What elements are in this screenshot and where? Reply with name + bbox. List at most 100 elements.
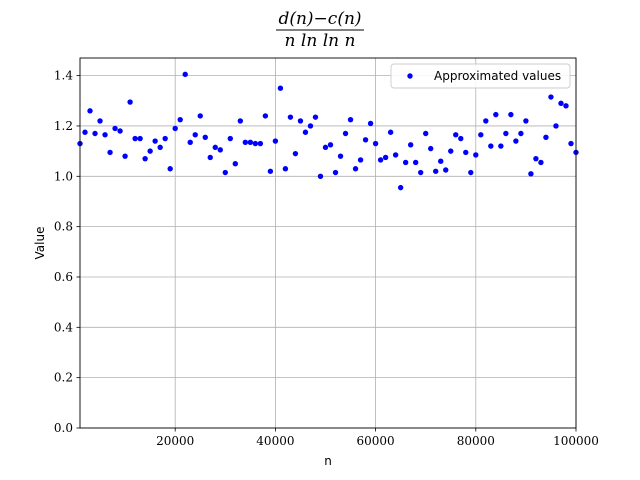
data-point xyxy=(508,111,514,118)
x-tick-label: 100000 xyxy=(553,434,599,448)
data-point xyxy=(483,118,489,124)
data-point xyxy=(162,135,168,142)
y-tick-label: 1.4 xyxy=(54,69,73,83)
data-point xyxy=(177,116,183,123)
plot-area xyxy=(80,58,576,428)
y-tick-label: 0.4 xyxy=(54,320,73,334)
data-point xyxy=(397,184,404,191)
data-point xyxy=(187,139,193,146)
data-point xyxy=(498,143,504,149)
data-point xyxy=(513,138,519,144)
data-point xyxy=(197,113,203,119)
data-point xyxy=(152,138,158,144)
y-tick-label: 1.2 xyxy=(54,119,73,133)
data-point xyxy=(172,125,178,132)
data-point xyxy=(127,99,133,105)
data-point xyxy=(102,132,108,138)
data-point xyxy=(92,130,98,137)
data-point xyxy=(533,155,539,162)
data-point xyxy=(327,142,334,148)
data-point xyxy=(142,155,148,162)
data-point xyxy=(117,128,123,134)
data-point xyxy=(417,169,424,176)
title-denominator: n ln ln n xyxy=(285,31,356,51)
data-point xyxy=(422,130,429,137)
data-point xyxy=(267,168,274,174)
data-point xyxy=(107,149,113,156)
data-point xyxy=(342,130,349,137)
data-point xyxy=(82,129,88,135)
data-point xyxy=(347,116,354,123)
data-point xyxy=(137,135,143,142)
data-point xyxy=(392,152,399,158)
data-point xyxy=(167,166,173,172)
data-point xyxy=(543,134,549,140)
data-point xyxy=(252,140,259,147)
x-tick-label: 80000 xyxy=(457,434,495,448)
data-point xyxy=(282,166,289,172)
data-point xyxy=(147,148,153,154)
data-point xyxy=(538,159,544,166)
data-point xyxy=(402,159,409,166)
data-point xyxy=(548,94,554,100)
data-point xyxy=(568,140,574,147)
data-point xyxy=(97,118,103,124)
y-tick-label: 0.8 xyxy=(54,220,73,234)
legend: Approximated values xyxy=(390,63,571,89)
data-point xyxy=(528,171,534,177)
y-tick-label: 0.2 xyxy=(54,371,73,385)
y-axis-label: Value xyxy=(33,227,47,260)
data-point xyxy=(443,167,449,173)
data-point xyxy=(428,145,434,152)
data-point xyxy=(112,125,118,132)
legend-marker xyxy=(407,73,413,79)
data-point xyxy=(372,140,379,147)
title-numerator: d(n)−c(n) xyxy=(278,9,361,29)
data-point xyxy=(247,139,254,146)
axes-frame xyxy=(79,57,577,429)
data-points xyxy=(77,71,579,191)
data-point xyxy=(382,154,389,161)
data-point xyxy=(262,113,269,119)
data-point xyxy=(242,139,249,146)
data-point xyxy=(312,114,319,120)
data-point xyxy=(192,132,198,138)
data-point xyxy=(222,169,228,176)
data-point xyxy=(202,134,208,140)
data-point xyxy=(337,153,344,159)
data-point xyxy=(132,135,138,142)
x-axis-ticks: 20000 40000 60000 80000 100000 xyxy=(156,428,599,448)
x-tick-label: 60000 xyxy=(357,434,395,448)
data-point xyxy=(468,169,474,176)
data-point xyxy=(87,108,93,114)
data-point xyxy=(207,154,213,161)
data-point xyxy=(407,142,414,148)
data-point xyxy=(458,135,464,142)
data-point xyxy=(387,129,394,135)
data-point xyxy=(488,143,494,149)
data-point xyxy=(307,123,314,129)
data-point xyxy=(317,173,324,179)
data-point xyxy=(292,150,299,157)
data-point xyxy=(563,103,569,109)
x-axis-label: n xyxy=(324,454,332,468)
data-point xyxy=(453,132,459,138)
y-axis-ticks: 0.0 0.2 0.4 0.6 0.8 1.0 1.2 1.4 xyxy=(54,69,80,435)
data-point xyxy=(237,118,244,124)
y-tick-label: 1.0 xyxy=(54,169,73,183)
data-point xyxy=(227,135,234,142)
data-point xyxy=(493,111,499,118)
data-point xyxy=(357,157,364,163)
data-point xyxy=(478,132,484,138)
data-point xyxy=(523,118,529,124)
data-point xyxy=(212,144,218,151)
data-point xyxy=(473,152,479,158)
x-tick-label: 20000 xyxy=(156,434,194,448)
data-point xyxy=(463,149,469,156)
data-point xyxy=(352,166,359,172)
data-point xyxy=(412,159,419,166)
data-point xyxy=(257,140,264,147)
legend-box xyxy=(390,63,571,89)
data-point xyxy=(232,161,239,167)
